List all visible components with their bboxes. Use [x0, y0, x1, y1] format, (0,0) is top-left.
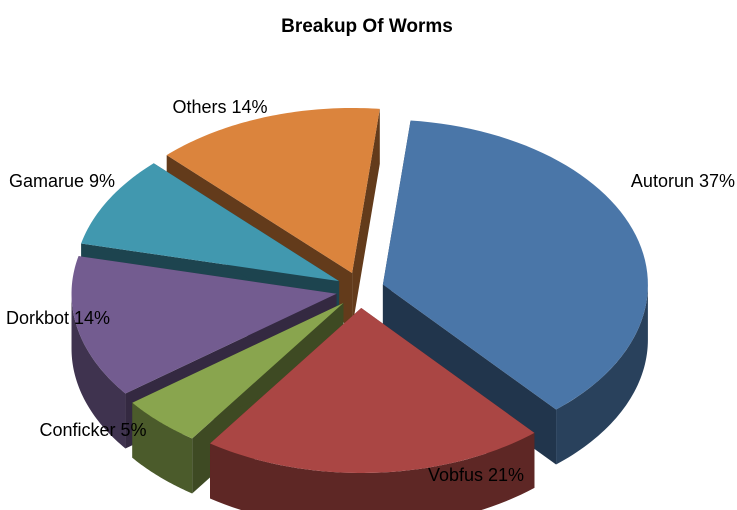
- slice-label-dorkbot: Dorkbot 14%: [6, 308, 110, 328]
- pie-slice-wall-autorun: [556, 284, 648, 465]
- pie-slice-top-vobfus: [210, 307, 535, 473]
- slice-label-vobfus: Vobfus 21%: [428, 465, 524, 485]
- pie-slice-wall-dorkbot: [71, 293, 126, 449]
- pie-slice-top-dorkbot: [71, 256, 337, 394]
- labels-layer: Autorun 37% Vobfus 21% Conficker 5% Dorkbot…: [6, 97, 735, 485]
- pie-slice-top-autorun: [382, 120, 648, 410]
- slice-label-others: Others 14%: [172, 97, 267, 117]
- pie-slice-wall-conficker: [132, 402, 193, 494]
- slice-label-conficker: Conficker 5%: [39, 420, 146, 440]
- chart-title: Breakup Of Worms: [281, 16, 453, 37]
- pie-slice-top-conficker: [132, 302, 344, 439]
- pie-slice-top-gamarue: [81, 163, 340, 282]
- pie-slice-top-others: [166, 108, 380, 274]
- slice-label-gamarue: Gamarue 9%: [9, 171, 115, 191]
- pie-slice-vobfus: [210, 307, 535, 510]
- slices-layer: [71, 108, 648, 510]
- slice-label-autorun: Autorun 37%: [631, 171, 735, 191]
- pie-slice-wall-vobfus: [210, 432, 535, 510]
- pie-slice-side-others-end: [352, 108, 380, 329]
